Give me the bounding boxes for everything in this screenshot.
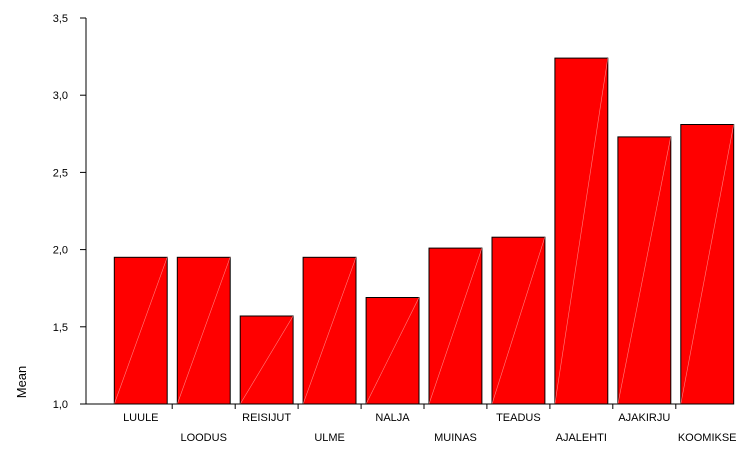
- x-tick-label: LOODUS: [180, 432, 226, 444]
- y-tick-label: 2,5: [53, 167, 68, 179]
- x-tick-label: LUULE: [123, 412, 158, 424]
- x-tick-label: AJAKIRJU: [618, 412, 670, 424]
- y-tick-label: 3,5: [53, 13, 68, 25]
- x-tick-label: AJALEHTI: [556, 432, 607, 444]
- axes-layer: [80, 17, 728, 409]
- bar-hatch-line: [617, 136, 671, 405]
- bar-hatch-line: [428, 248, 483, 405]
- y-tick-label: 1,5: [53, 322, 68, 334]
- x-tick-label: TEADUS: [496, 412, 541, 424]
- bar-reisijut: [239, 315, 294, 405]
- bar-ajalehti: [554, 57, 609, 405]
- bar-muinas: [428, 247, 483, 405]
- x-tick-label: KOOMIKSE: [678, 432, 737, 444]
- bar-hatch-line: [177, 257, 231, 405]
- bar-luule: [113, 256, 168, 405]
- bar-ulme: [302, 256, 357, 405]
- x-tick-label: MUINAS: [434, 432, 477, 444]
- bar-teadus: [491, 236, 546, 405]
- bar-loodus: [176, 256, 231, 405]
- bar-hatch-line: [680, 124, 734, 405]
- bar-koomikse: [680, 124, 735, 405]
- bar-nalja: [365, 297, 420, 405]
- bar-ajakirju: [617, 136, 672, 405]
- x-tick-label: REISIJUT: [242, 412, 291, 424]
- y-tick-label: 2,0: [53, 245, 68, 257]
- bar-hatch-line: [491, 237, 546, 405]
- x-tick-label: ULME: [314, 432, 345, 444]
- bar-hatch-line: [239, 315, 294, 405]
- y-axis-title: Mean: [14, 366, 29, 399]
- bar-hatch-line: [114, 257, 168, 405]
- bar-hatch-line: [365, 297, 420, 405]
- y-tick-label: 3,0: [53, 90, 68, 102]
- bar-hatch-line: [302, 257, 357, 405]
- bars-layer: [113, 57, 735, 405]
- labels-layer: LUULE LOODUS REISIJUT ULME NALJA MUINAS TEADUS…: [53, 13, 737, 444]
- x-tick-label: NALJA: [375, 412, 410, 424]
- bar-hatch-line: [554, 58, 609, 405]
- y-tick-label: 1,0: [53, 399, 68, 411]
